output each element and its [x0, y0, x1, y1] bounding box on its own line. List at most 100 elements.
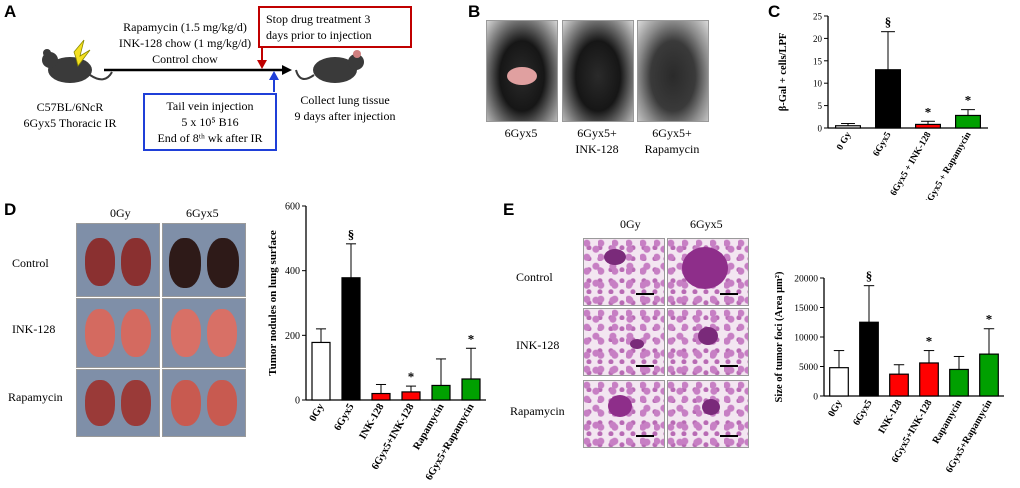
- histo-rapamycin-0gy: [583, 380, 665, 448]
- drug-ink128-text: INK-128 chow (1 mg/kg/d): [118, 36, 252, 50]
- panel-c-label: C: [768, 2, 781, 21]
- y-tick-label-5: 25: [813, 12, 823, 22]
- y-tick-label-3: 600: [285, 202, 300, 213]
- bar-5: [461, 378, 481, 401]
- mouse-photo-6gyx5: [486, 20, 558, 122]
- lung-photo-control-0gy: [76, 223, 160, 297]
- d-col-0gy: 0Gy: [110, 206, 131, 220]
- bar-2: [371, 392, 391, 401]
- lung-photo-ink128-0gy: [76, 298, 160, 368]
- mouse-photo-ink128: [562, 20, 634, 122]
- significance-mark-1: §: [866, 269, 873, 284]
- chart-e: 0 5000 10000 15000 20000 Size of tumor foci (…: [774, 269, 1004, 475]
- bar-0: [829, 367, 849, 397]
- mouse-photo-rapamycin: [637, 20, 709, 122]
- y-axis-label: β-Gal + cells/LPF: [778, 33, 789, 112]
- injection-line-3: End of 8ᵗʰ wk after IR: [157, 131, 263, 145]
- y-tick-label-4: 20: [813, 34, 823, 44]
- d-row-control: Control: [12, 256, 49, 270]
- e-col-6gyx5: 6Gyx5: [690, 217, 723, 231]
- chart-d: 0 200 400 600 Tumor nodules on lung surface 0…: [267, 202, 486, 482]
- bar-0: [311, 341, 331, 401]
- lung-photo-control-6gyx5: [162, 223, 246, 297]
- y-tick-label-1: 5000: [799, 363, 818, 373]
- bar-4: [949, 368, 969, 397]
- panel-d-label: D: [4, 200, 17, 219]
- control-chow-text: Control chow: [152, 52, 218, 66]
- stop-line-2: days prior to injection: [266, 28, 372, 42]
- collect-line-2: 9 days after injection: [294, 109, 396, 123]
- significance-mark-5: *: [468, 331, 475, 346]
- significance-mark-3: *: [408, 369, 415, 384]
- injection-line-1: Tail vein injection: [166, 99, 254, 113]
- bar-3: [919, 362, 939, 397]
- drug-rapamycin-text: Rapamycin (1.5 mg/kg/d): [123, 20, 247, 34]
- injection-box: Tail vein injection 5 x 10⁵ B16 End of 8…: [143, 93, 277, 151]
- mouse-caption-2b: INK-128: [575, 142, 619, 156]
- category-label-0: 0 Gy: [835, 130, 853, 152]
- d-row-rapamycin: Rapamycin: [8, 390, 63, 404]
- category-label-2: INK-128: [358, 402, 387, 441]
- significance-mark-1: §: [885, 15, 892, 30]
- significance-mark-5: *: [986, 312, 993, 327]
- bar-1: [874, 69, 901, 129]
- y-tick-label-4: 20000: [794, 275, 818, 285]
- y-tick-label-3: 15000: [794, 304, 818, 314]
- strain-line-2: 6Gyx5 Thoracic IR: [23, 116, 117, 130]
- y-tick-label-0: 0: [818, 124, 823, 134]
- significance-mark-1: §: [348, 227, 355, 242]
- y-tick-label-2: 10000: [794, 334, 818, 344]
- panel-a-label: A: [4, 2, 17, 21]
- y-tick-label-2: 10: [813, 79, 823, 89]
- mouse-caption-1: 6Gyx5: [504, 126, 538, 140]
- panel-e-label: E: [503, 200, 515, 219]
- strain-line-1: C57BL/6NcR: [36, 100, 104, 114]
- e-row-ink128: INK-128: [516, 338, 560, 352]
- bar-1: [859, 321, 879, 397]
- category-label-0: 0Gy: [826, 398, 844, 419]
- timeline-diagram: [42, 39, 364, 92]
- category-label-1: 6Gyx5: [332, 402, 356, 433]
- lung-photo-ink128-6gyx5: [162, 298, 246, 368]
- y-axis-label: Size of tumor foci (Area μm²): [774, 271, 785, 402]
- bar-4: [431, 384, 451, 401]
- mouse-icon-left: [42, 39, 113, 83]
- d-row-ink128: INK-128: [12, 322, 56, 336]
- category-label-0: 0Gy: [308, 401, 327, 423]
- category-label-2: INK-128: [876, 398, 904, 436]
- y-tick-label-1: 200: [285, 331, 300, 342]
- collect-line-1: Collect lung tissue: [300, 93, 390, 107]
- mouse-caption-2a: 6Gyx5+: [577, 126, 617, 140]
- significance-mark-3: *: [965, 93, 972, 108]
- histo-ink128-0gy: [583, 308, 665, 376]
- y-tick-label-3: 15: [813, 56, 823, 66]
- lung-photo-rapamycin-6gyx5: [162, 369, 246, 437]
- panel-b-label: B: [468, 2, 481, 21]
- stop-treatment-box: Stop drug treatment 3 days prior to inje…: [258, 6, 412, 48]
- e-row-rapamycin: Rapamycin: [510, 404, 565, 418]
- category-label-4: Rapamycin: [411, 402, 446, 452]
- histo-ink128-6gyx5: [667, 308, 749, 376]
- bar-1: [341, 277, 361, 401]
- category-label-2: 6Gyx5 + INK-128: [889, 130, 934, 197]
- bar-3: [401, 391, 421, 401]
- bar-5: [979, 353, 999, 397]
- bar-0: [834, 125, 861, 129]
- e-col-0gy: 0Gy: [620, 217, 641, 231]
- mouse-caption-3a: 6Gyx5+: [652, 126, 692, 140]
- histo-control-6gyx5: [667, 238, 749, 306]
- significance-mark-3: *: [926, 334, 933, 349]
- y-axis-label: Tumor nodules on lung surface: [267, 230, 279, 376]
- category-label-4: Rapamycin: [931, 398, 965, 446]
- chart-c: 0 5 10 15 20 25 β-Gal + cells/LPF 0 Gy § 6Gyx5 * 6G…: [778, 12, 988, 200]
- bar-3: [955, 114, 982, 129]
- significance-mark-2: *: [925, 104, 932, 119]
- category-label-1: 6Gyx5: [872, 130, 894, 158]
- y-tick-label-1: 5: [818, 101, 823, 111]
- mouse-icon-right: [295, 50, 364, 83]
- radiation-bolt-icon: [73, 39, 91, 67]
- injection-line-2: 5 x 10⁵ B16: [181, 115, 239, 129]
- y-tick-label-0: 0: [813, 393, 818, 403]
- mouse-caption-3b: Rapamycin: [644, 142, 700, 156]
- stop-line-1: Stop drug treatment 3: [266, 12, 371, 26]
